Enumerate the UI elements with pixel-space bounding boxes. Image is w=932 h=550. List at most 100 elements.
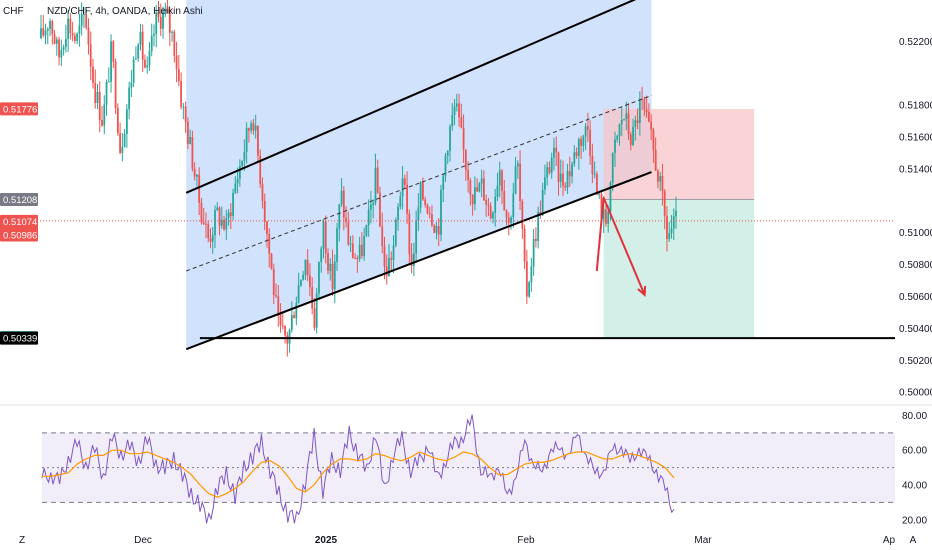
channel-fill [186,0,652,350]
candle-body [487,204,490,206]
candle-body [98,91,101,121]
candle-body [286,335,289,344]
candle-body [132,59,135,83]
candle-body [645,109,648,113]
candle-body [589,129,592,156]
price-tick-label: 0.51600 [899,133,932,144]
candle-body [313,308,316,328]
candle-body [426,204,429,214]
candle-body [180,81,183,107]
candle-body [643,99,646,110]
candle-body [453,106,456,115]
candle-body [464,149,467,171]
candle-body [159,16,162,29]
candle-body [494,196,497,213]
candle-body [64,38,67,48]
candle-body [598,193,601,195]
candle-body [83,14,85,16]
channel-mid-line[interactable] [186,95,652,272]
candle-body [329,263,332,271]
candle-body [272,269,275,296]
candle-body [455,103,458,107]
candle-body [189,137,192,144]
candle-body [548,167,551,173]
candle-body [340,190,343,205]
candle-body [510,217,512,223]
candle-body [654,149,657,171]
forecast-arrow[interactable] [595,197,646,296]
candle-body [661,176,664,192]
candle-body [153,33,155,36]
candle-body [324,221,327,254]
candle-body [148,51,151,66]
candle-body [591,155,594,174]
candle-body [365,225,368,237]
price-tick-label: 0.51000 [899,228,932,239]
candle-body [182,106,185,108]
candle-body [358,245,361,260]
candle-body [620,120,623,125]
candle-body [209,238,212,242]
channel-lower-line[interactable] [185,171,652,351]
candle-body [616,135,619,140]
candle-body [216,207,219,211]
take-profit-zone[interactable] [603,199,755,338]
candle-body [496,185,499,197]
candle-body [607,211,610,224]
price-tick-label: 0.50600 [899,292,932,303]
candle-body [250,123,253,131]
candle-body [114,61,117,108]
candle-body [431,214,433,226]
candle-body [403,178,406,185]
candle-body [618,124,621,136]
candle-body [553,147,555,158]
candle-body [575,152,578,156]
price-tick-label: 0.50000 [899,388,932,399]
candle-body [641,98,644,100]
candle-body [412,253,415,266]
candle-body [473,187,476,205]
candle-body [381,226,384,247]
candle-body [290,315,293,330]
candle-body [336,228,338,262]
candle-body [252,123,255,131]
price-tag-label: 0.51074 [3,217,37,228]
candle-body [363,236,366,257]
candle-body [191,137,194,169]
candle-body [627,113,630,135]
candle-body [480,178,483,184]
candle-body [555,147,558,153]
candle-body [374,167,377,203]
candle-body [650,121,653,130]
date-tick-label: Ap [883,535,896,546]
candle-body [573,152,576,165]
candle-body [521,201,524,229]
candle-body [119,133,121,154]
candle-body [320,248,323,263]
candle-body [254,125,257,131]
candle-body [85,14,88,28]
price-tick-label: 0.50800 [899,260,932,271]
candle-body [128,87,131,110]
candle-body [483,178,485,201]
candle-body [376,167,379,193]
date-tick-label: A [910,535,917,546]
candle-body [503,191,506,211]
price-tick-label: 0.50200 [899,356,932,367]
candle-body [144,59,146,68]
candle-body [345,217,347,223]
candle-body [225,218,228,230]
candle-body [245,128,248,152]
candle-body [94,82,97,103]
candle-body [137,44,140,59]
candle-body [116,107,119,134]
candle-body [634,120,637,127]
channel-upper-line[interactable] [185,0,638,194]
candle-body [383,246,386,267]
candle-body [112,41,115,62]
candle-body [530,266,533,283]
candle-body [150,35,153,52]
candle-body [92,66,94,83]
candle-body [338,204,341,229]
